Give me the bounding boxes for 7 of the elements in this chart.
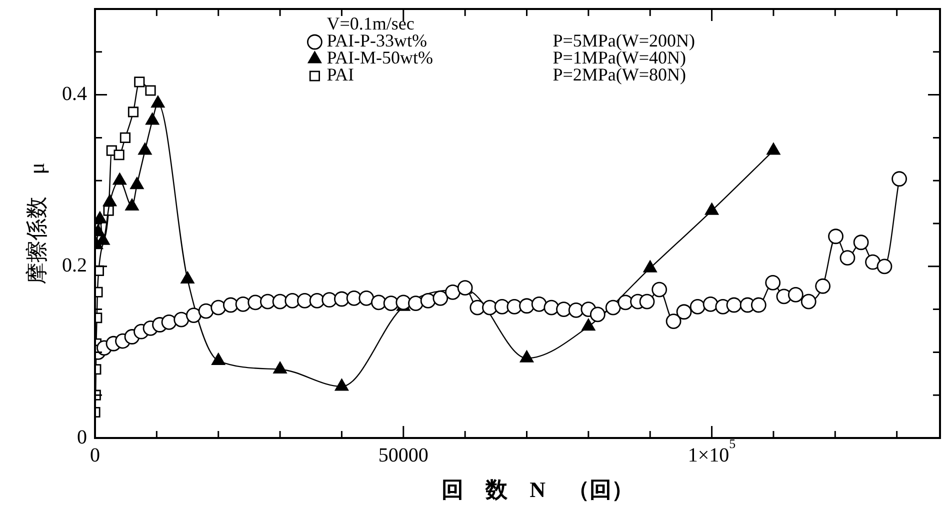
- y-axis-title: 摩擦係数 μ: [24, 162, 49, 284]
- y-tick-label: 0: [77, 426, 87, 448]
- x-axis-title: 回 数 N （回）: [442, 477, 634, 502]
- y-tick-label: 0.2: [62, 254, 87, 277]
- x-tick-label: 50000: [378, 444, 428, 466]
- annotation: P=5MPa(W=200N): [552, 30, 695, 51]
- y-tick-label: 0.4: [62, 83, 87, 106]
